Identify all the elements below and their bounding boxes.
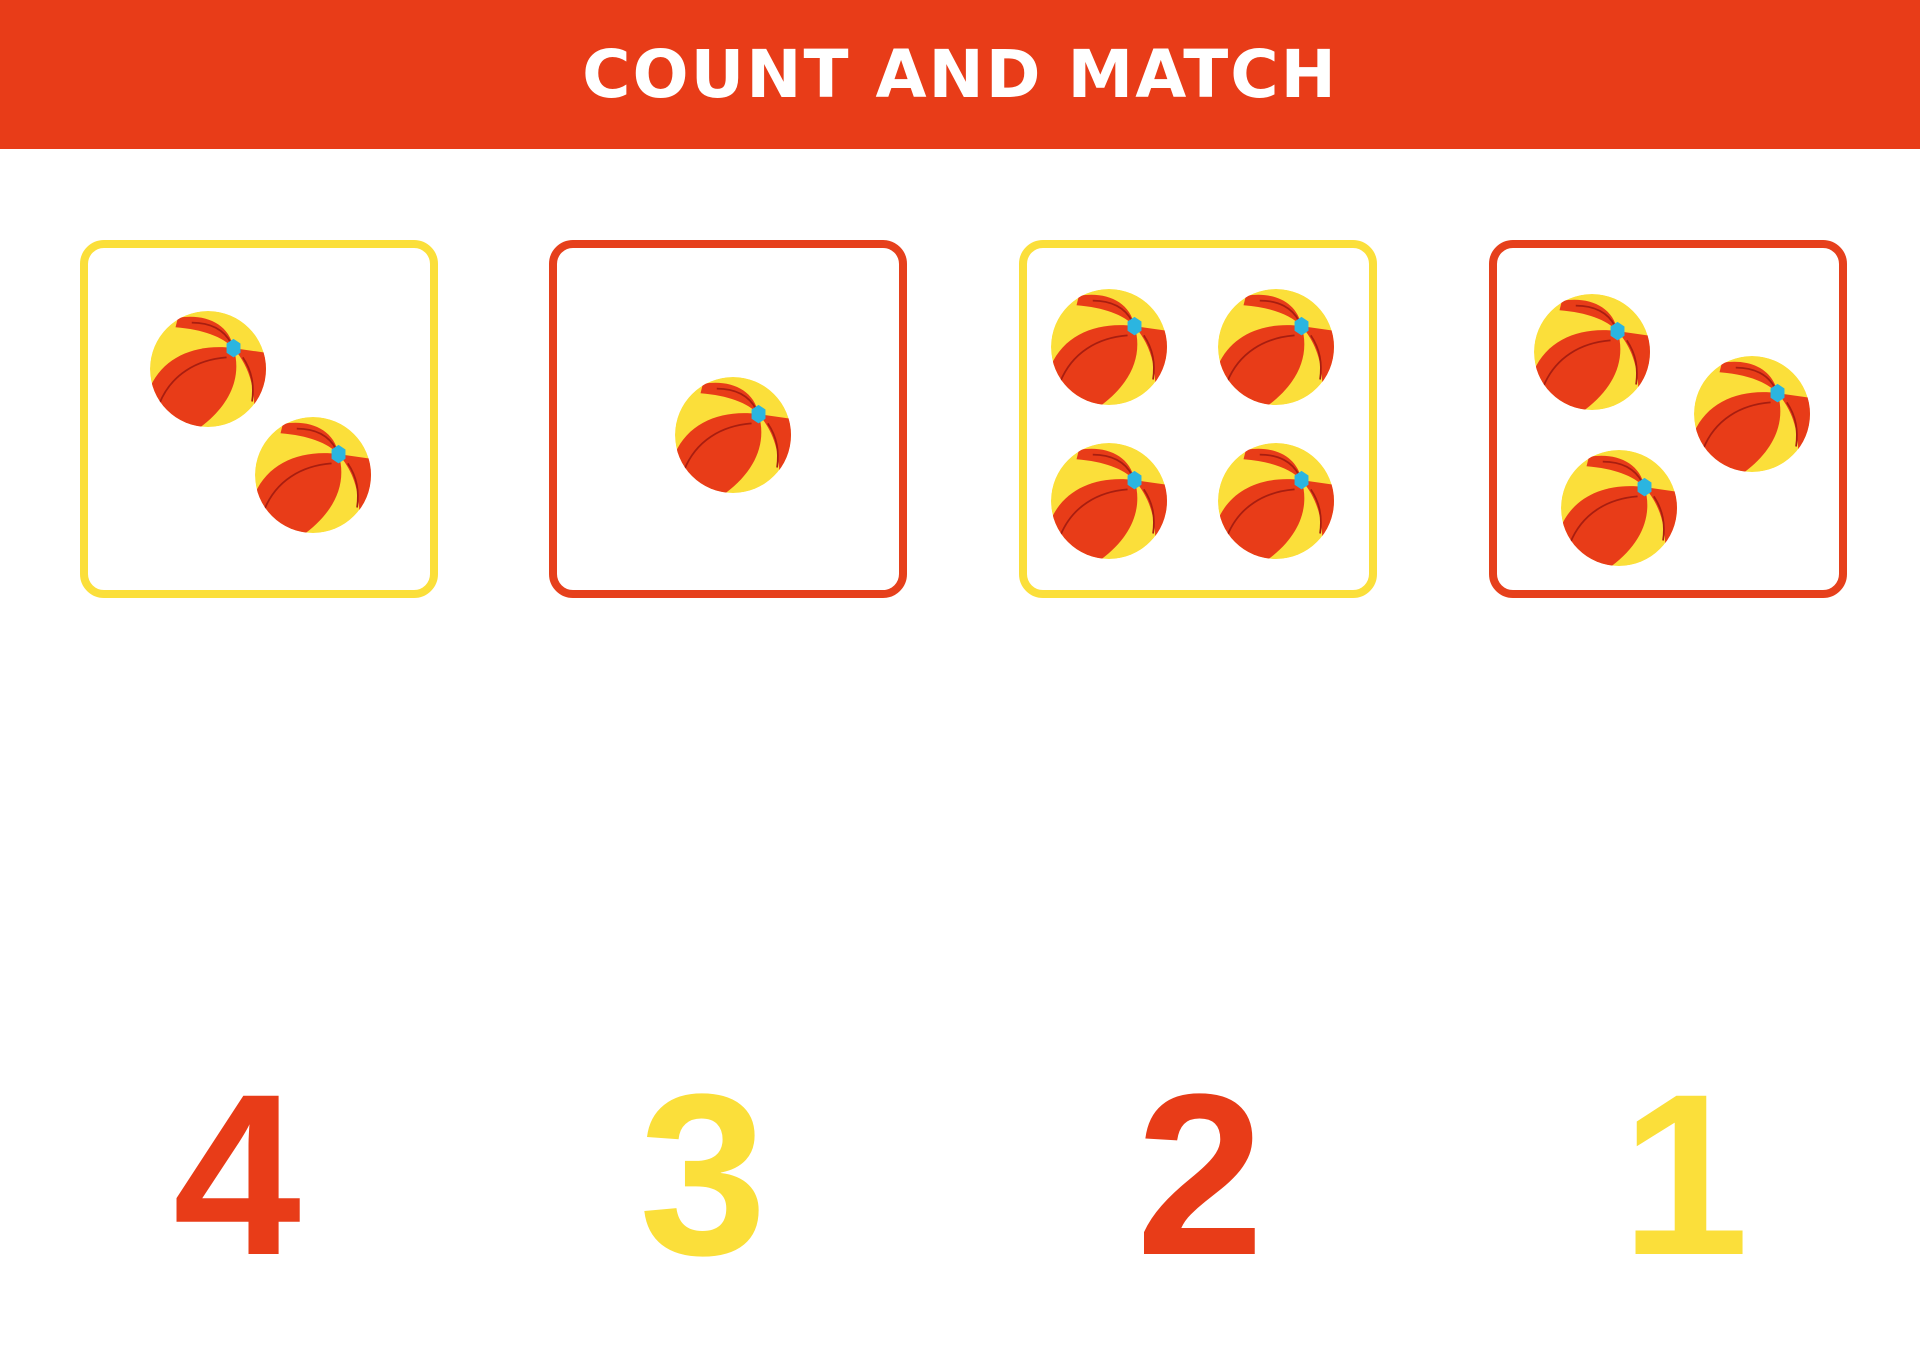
beach-ball-icon <box>1694 356 1810 472</box>
beach-ball-icon <box>1218 289 1334 405</box>
header-banner: COUNT AND MATCH <box>0 0 1920 149</box>
count-box-4[interactable] <box>1489 240 1847 598</box>
number-4[interactable]: 4 <box>173 1046 301 1303</box>
beach-ball-icon <box>1051 289 1167 405</box>
count-box-2[interactable] <box>549 240 907 598</box>
page-title: COUNT AND MATCH <box>582 36 1338 113</box>
beach-ball-icon <box>1534 294 1650 410</box>
count-box-3[interactable] <box>1019 240 1377 598</box>
number-3[interactable]: 3 <box>639 1046 767 1303</box>
beach-ball-icon <box>150 311 266 427</box>
beach-ball-icon <box>1561 450 1677 566</box>
count-box-1[interactable] <box>80 240 438 598</box>
beach-ball-icon <box>1218 443 1334 559</box>
number-1[interactable]: 1 <box>1621 1046 1749 1303</box>
beach-ball-icon <box>1051 443 1167 559</box>
beach-ball-icon <box>255 417 371 533</box>
number-2[interactable]: 2 <box>1136 1046 1264 1303</box>
beach-ball-icon <box>675 377 791 493</box>
